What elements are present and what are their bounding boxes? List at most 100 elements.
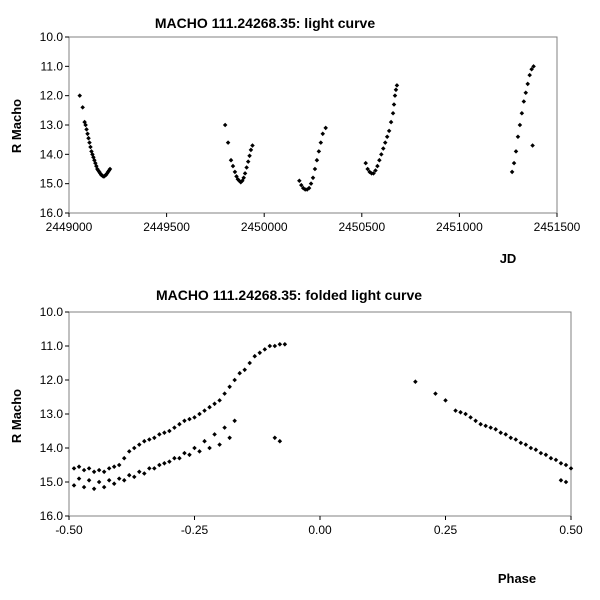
data-point [87,140,92,145]
data-point [568,466,574,471]
data-point [197,411,202,417]
chart-title: MACHO 111.24268.35: light curve [155,15,375,31]
data-point [563,462,569,468]
x-tick-label: 0.00 [308,523,332,537]
y-axis-label: R Macho [9,99,24,153]
data-point [388,119,394,125]
y-tick-label: 13.0 [40,407,64,421]
data-point [518,440,524,446]
folded-light-curve-chart: MACHO 111.24268.35: folded light curve R… [9,287,583,586]
data-point [88,144,93,150]
data-point [142,438,147,444]
data-point [142,471,147,476]
data-point [262,347,268,352]
y-tick-label: 15.0 [40,177,64,191]
data-point [379,152,384,157]
data-point [84,127,89,132]
data-point [177,421,182,427]
x-tick-label: -0.50 [55,523,83,537]
x-tick-label: 2451500 [534,220,581,234]
y-tick-label: 14.0 [40,147,64,161]
data-point [106,466,112,471]
data-point [232,377,237,383]
data-point [453,408,458,413]
data-point [563,479,569,485]
data-point [85,131,90,137]
y-tick-label: 10.0 [40,305,64,319]
data-point [488,425,493,430]
data-point [101,469,107,475]
data-point [548,455,554,461]
data-point [86,135,91,141]
y-tick-label: 15.0 [40,475,64,489]
data-point [137,469,142,475]
data-point [363,160,368,166]
data-point [177,455,182,461]
data-point [137,442,142,447]
y-tick-label: 11.0 [41,339,64,353]
data-point [227,384,232,390]
x-axis-label: JD [500,251,517,266]
data-point [252,353,258,359]
data-point [381,146,386,151]
data-point [299,182,304,188]
data-point [558,461,564,466]
y-tick-label: 12.0 [40,89,64,103]
data-point [227,435,232,441]
data-point [513,437,519,442]
x-axis: 2449000 2449500 2450000 2450500 2451000 24515… [46,213,581,234]
data-point [162,461,167,466]
data-point [498,430,503,435]
data-point [377,157,382,163]
data-point [86,478,92,483]
data-point [277,342,283,347]
chart-title: MACHO 111.24268.35: folded light curve [156,287,422,303]
data-point [96,467,102,473]
x-axis-label: Phase [498,571,536,586]
data-point [493,427,498,432]
data-point [503,432,509,437]
data-point [371,171,376,176]
data-point [182,418,187,424]
data-point [433,391,438,396]
x-tick-label: 2449500 [143,220,190,234]
data-point [272,435,278,441]
light-curve-chart: MACHO 111.24268.35: light curve R Macho … [9,15,581,266]
data-point [192,445,197,451]
y-tick-label: 12.0 [40,373,64,387]
y-axis: 10.0 11.0 12.0 13.0 14.0 15.0 16.0 [40,305,69,523]
data-point [80,105,85,110]
data-point [232,418,237,424]
data-point [373,168,378,173]
data-point [96,479,102,485]
data-point [182,450,187,456]
data-point [217,398,222,403]
data-point [533,447,539,452]
data-point [478,421,483,427]
data-point [212,401,217,407]
x-tick-label: 0.25 [434,523,458,537]
data-point [277,438,283,444]
data-point [463,411,468,417]
data-point [147,437,152,442]
data-point [543,452,549,458]
data-point [91,486,97,492]
x-tick-label: 2450000 [241,220,288,234]
data-point [247,360,252,366]
y-tick-label: 14.0 [40,441,64,455]
data-point [106,478,112,483]
data-point [212,432,217,437]
data-point [538,450,544,456]
data-point [192,415,197,420]
y-tick-label: 10.0 [40,30,64,44]
y-tick-label: 16.0 [40,206,64,220]
data-point [314,157,320,163]
data-point [375,163,380,169]
data-point [282,342,288,347]
data-point [77,93,82,98]
y-tick-label: 16.0 [40,509,64,523]
data-point [121,478,127,483]
x-tick-label: 2451000 [436,220,483,234]
data-point [257,350,263,356]
